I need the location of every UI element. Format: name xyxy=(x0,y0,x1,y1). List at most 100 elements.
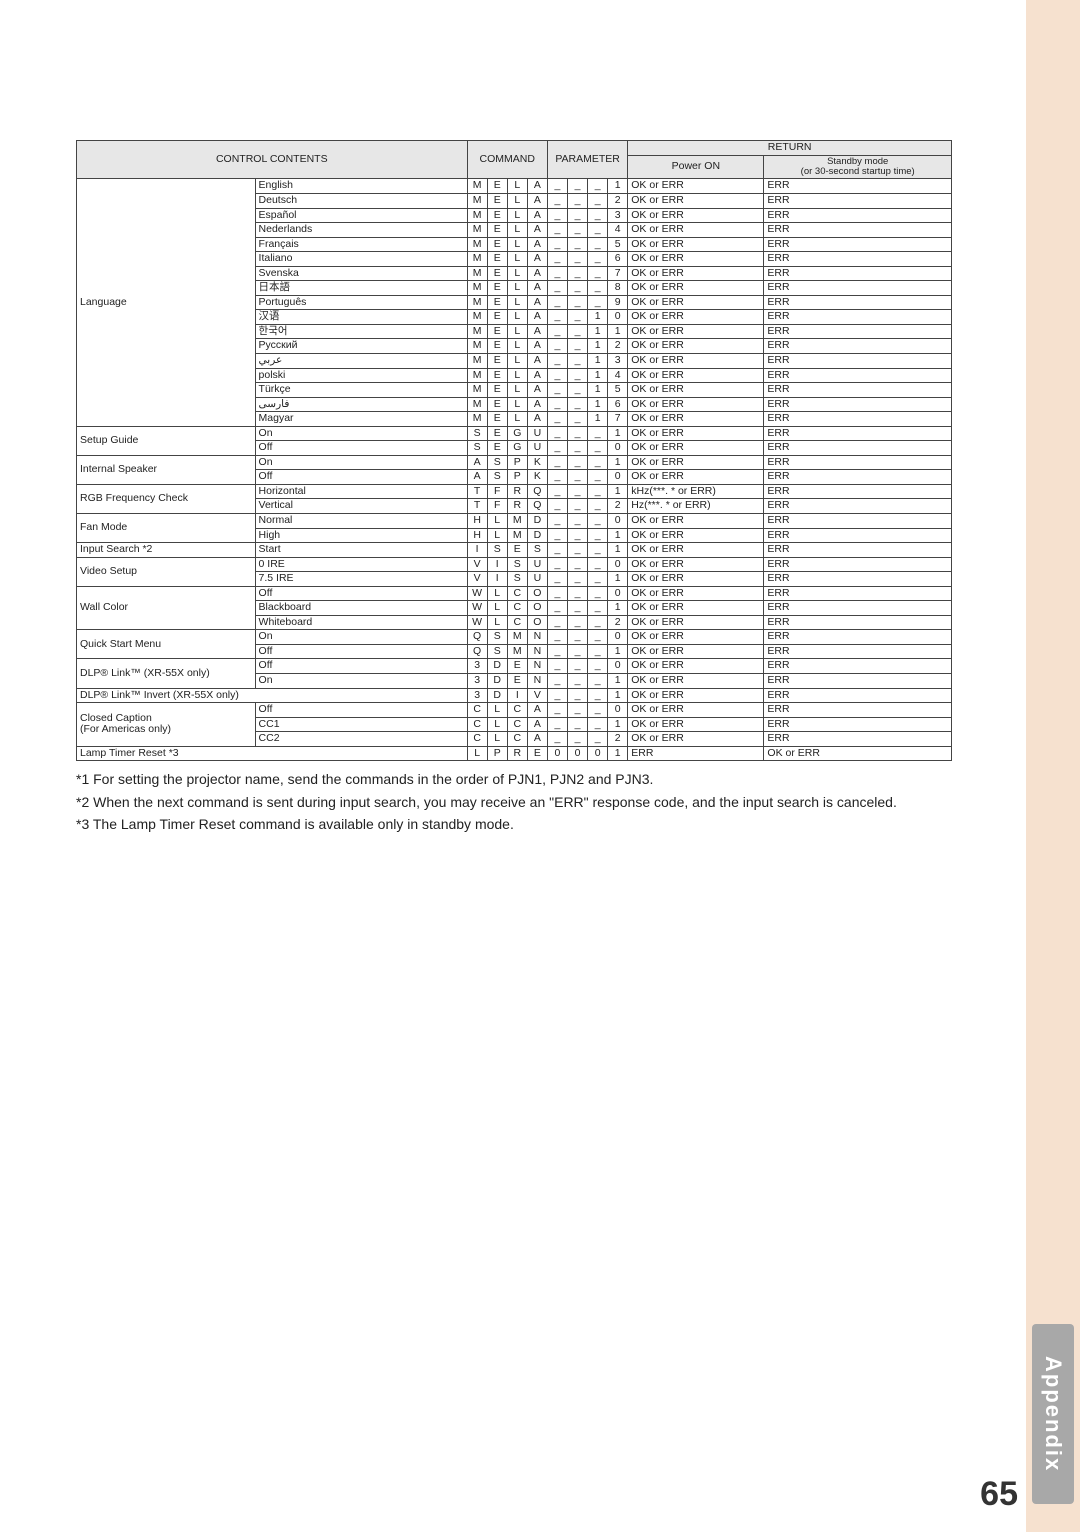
param-cell: _ xyxy=(547,179,567,194)
cmd-cell: I xyxy=(507,688,527,703)
return-standby: ERR xyxy=(764,688,952,703)
param-cell: _ xyxy=(568,455,588,470)
sub-label: polski xyxy=(255,368,467,383)
cmd-cell: A xyxy=(527,179,547,194)
param-cell: _ xyxy=(588,223,608,238)
cmd-cell: C xyxy=(467,717,487,732)
param-cell: 1 xyxy=(588,339,608,354)
sub-label: عربي xyxy=(255,353,467,368)
sub-label: Français xyxy=(255,237,467,252)
param-cell: _ xyxy=(588,281,608,296)
return-standby: ERR xyxy=(764,208,952,223)
cmd-cell: C xyxy=(507,703,527,718)
group-label: Language xyxy=(77,179,256,426)
table-row: LanguageEnglishMELA___1OK or ERRERR xyxy=(77,179,952,194)
return-power-on: OK or ERR xyxy=(628,295,764,310)
param-cell: _ xyxy=(568,179,588,194)
param-cell: _ xyxy=(588,295,608,310)
param-cell: _ xyxy=(568,484,588,499)
cmd-cell: F xyxy=(487,499,507,514)
cmd-cell: W xyxy=(467,586,487,601)
return-power-on: OK or ERR xyxy=(628,281,764,296)
sub-label: 7.5 IRE xyxy=(255,572,467,587)
cmd-cell: L xyxy=(507,237,527,252)
sub-label: 0 IRE xyxy=(255,557,467,572)
sub-label: Whiteboard xyxy=(255,615,467,630)
group-label: Fan Mode xyxy=(77,514,256,543)
cmd-cell: C xyxy=(507,586,527,601)
cmd-cell: E xyxy=(487,223,507,238)
cmd-cell: M xyxy=(467,339,487,354)
group-label: Video Setup xyxy=(77,557,256,586)
return-standby: ERR xyxy=(764,426,952,441)
param-cell: 0 xyxy=(608,514,628,529)
cmd-cell: L xyxy=(507,368,527,383)
cmd-cell: S xyxy=(487,630,507,645)
return-power-on: OK or ERR xyxy=(628,339,764,354)
side-tab xyxy=(1026,0,1080,1532)
param-cell: _ xyxy=(568,630,588,645)
param-cell: _ xyxy=(568,281,588,296)
sub-label: 한국어 xyxy=(255,324,467,339)
cmd-cell: A xyxy=(467,470,487,485)
sub-label: Nederlands xyxy=(255,223,467,238)
param-cell: 0 xyxy=(608,659,628,674)
param-cell: _ xyxy=(568,193,588,208)
cmd-cell: S xyxy=(527,543,547,558)
command-table: CONTROL CONTENTS COMMAND PARAMETER RETUR… xyxy=(76,140,952,761)
param-cell: _ xyxy=(568,266,588,281)
cmd-cell: L xyxy=(487,615,507,630)
cmd-cell: L xyxy=(507,324,527,339)
cmd-cell: S xyxy=(507,572,527,587)
param-cell: _ xyxy=(568,644,588,659)
param-cell: _ xyxy=(547,397,567,412)
content-area: CONTROL CONTENTS COMMAND PARAMETER RETUR… xyxy=(76,140,952,836)
param-cell: 1 xyxy=(588,412,608,427)
table-row: Closed Caption (For Americas only)OffCLC… xyxy=(77,703,952,718)
param-cell: _ xyxy=(547,412,567,427)
cmd-cell: K xyxy=(527,470,547,485)
cmd-cell: R xyxy=(507,484,527,499)
table-row: DLP® Link™ Invert (XR-55X only)3DIV___1O… xyxy=(77,688,952,703)
param-cell: _ xyxy=(547,586,567,601)
cmd-cell: A xyxy=(527,310,547,325)
param-cell: 0 xyxy=(608,470,628,485)
cmd-cell: E xyxy=(487,179,507,194)
cmd-cell: M xyxy=(467,179,487,194)
cmd-cell: D xyxy=(487,674,507,689)
return-power-on: OK or ERR xyxy=(628,528,764,543)
cmd-cell: 3 xyxy=(467,688,487,703)
param-cell: _ xyxy=(547,674,567,689)
param-cell: 0 xyxy=(547,746,567,761)
table-row: Setup GuideOnSEGU___1OK or ERRERR xyxy=(77,426,952,441)
cmd-cell: M xyxy=(467,368,487,383)
return-standby: ERR xyxy=(764,412,952,427)
param-cell: _ xyxy=(568,412,588,427)
param-cell: 1 xyxy=(588,324,608,339)
param-cell: _ xyxy=(568,441,588,456)
param-cell: 0 xyxy=(608,557,628,572)
sub-label: Magyar xyxy=(255,412,467,427)
param-cell: _ xyxy=(547,193,567,208)
cmd-cell: E xyxy=(487,295,507,310)
sub-label: On xyxy=(255,426,467,441)
param-cell: _ xyxy=(588,470,608,485)
cmd-cell: L xyxy=(507,179,527,194)
param-cell: _ xyxy=(547,339,567,354)
cmd-cell: L xyxy=(507,295,527,310)
param-cell: _ xyxy=(588,659,608,674)
cmd-cell: E xyxy=(487,266,507,281)
sub-label: Normal xyxy=(255,514,467,529)
cmd-cell: M xyxy=(467,193,487,208)
param-cell: _ xyxy=(547,281,567,296)
param-cell: 0 xyxy=(608,703,628,718)
param-cell: _ xyxy=(568,674,588,689)
param-cell: 0 xyxy=(608,310,628,325)
param-cell: _ xyxy=(588,615,608,630)
cmd-cell: D xyxy=(487,688,507,703)
cmd-cell: E xyxy=(487,237,507,252)
return-standby: ERR xyxy=(764,484,952,499)
cmd-cell: A xyxy=(527,324,547,339)
cmd-cell: N xyxy=(527,659,547,674)
return-standby: ERR xyxy=(764,717,952,732)
